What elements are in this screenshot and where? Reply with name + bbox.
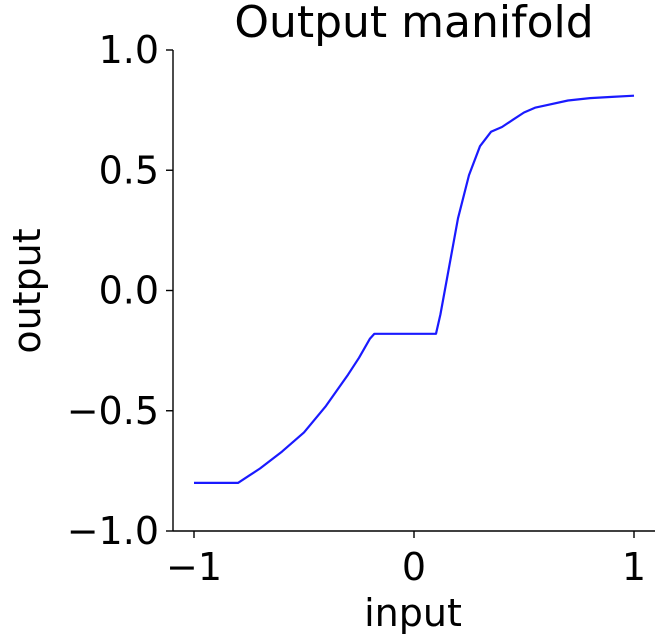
x-axis-label: input — [364, 591, 462, 635]
y-tick-label: −0.5 — [67, 389, 159, 433]
chart-title: Output manifold — [234, 0, 593, 48]
x-tick-label: −1 — [166, 545, 222, 589]
series-line — [194, 94, 635, 484]
y-tick-label: 0.0 — [99, 269, 159, 313]
x-tick-label: 0 — [402, 545, 426, 589]
ticks-layer: −1 0 1 −1.0 −0.5 0.0 0.5 1.0 — [67, 28, 646, 589]
x-tick-label: 1 — [622, 545, 646, 589]
series-layer — [194, 94, 635, 484]
y-tick-label: −1.0 — [67, 509, 159, 553]
y-tick-label: 1.0 — [99, 28, 159, 72]
y-axis-label: output — [5, 228, 49, 353]
y-tick-label: 0.5 — [99, 148, 159, 192]
